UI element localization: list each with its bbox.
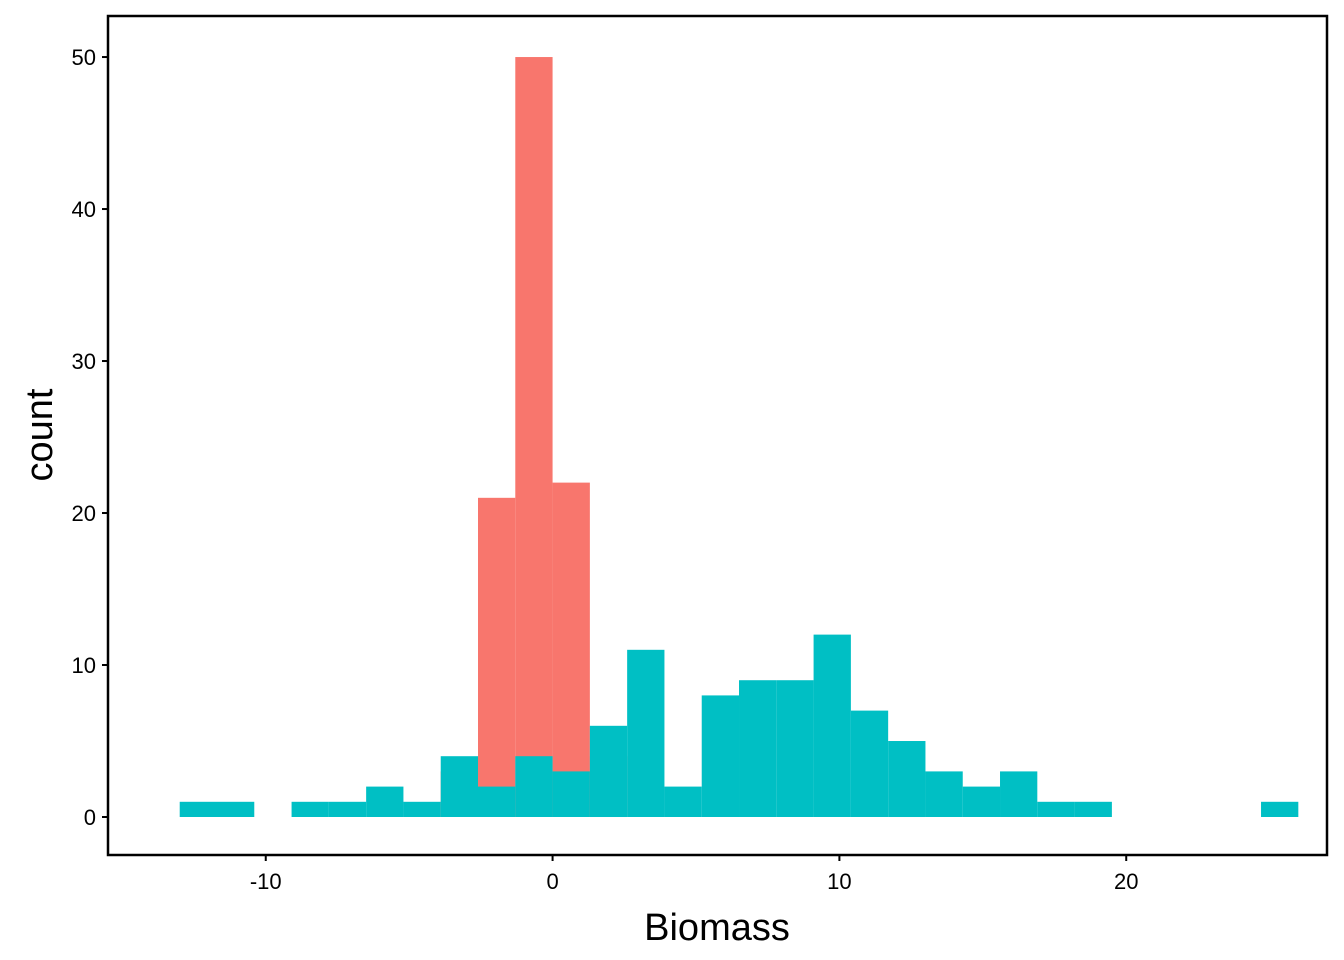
bar-series-2-3 [328,801,367,817]
bar-series-2-0 [179,801,217,817]
bar-series-1-3 [552,482,590,817]
bar-series-2-20 [962,786,1001,817]
bar-series-2-19 [925,771,963,817]
bar-series-2-22 [1037,801,1075,817]
bars-layer [179,57,1299,818]
bar-series-1-2 [515,57,553,818]
bar-series-2-4 [366,786,404,817]
x-tick-label-0: -10 [250,869,282,894]
bar-series-2-21 [1000,771,1038,817]
x-axis-ticks: -10 0 10 20 [250,855,1138,894]
bar-series-2-8 [515,756,553,817]
x-tick-label-2: 10 [827,869,851,894]
bar-series-2-11 [627,649,665,817]
bar-series-2-16 [813,634,851,817]
bar-series-2-6 [440,756,479,817]
y-tick-label-2: 20 [72,501,96,526]
x-axis-title: Biomass [644,907,790,949]
bar-series-2-13 [701,695,740,817]
bar-series-2-24 [1261,801,1299,817]
y-tick-label-0: 0 [84,805,96,830]
bar-series-2-2 [291,801,329,817]
y-axis-title: count [19,388,61,481]
x-tick-label-1: 0 [546,869,558,894]
x-tick-label-3: 20 [1114,869,1138,894]
bar-series-2-18 [888,741,926,818]
bar-series-2-10 [589,725,628,818]
y-tick-label-4: 40 [72,197,96,222]
y-tick-label-5: 50 [72,45,96,70]
bar-series-2-7 [478,786,516,817]
bar-series-2-5 [403,801,441,817]
y-tick-label-3: 30 [72,349,96,374]
y-axis-ticks: 0 10 20 30 40 50 [72,45,108,830]
bar-series-2-1 [216,801,255,817]
bar-series-2-17 [850,710,889,817]
bar-series-2-23 [1074,801,1112,817]
y-tick-label-1: 10 [72,653,96,678]
bar-series-2-14 [739,680,777,817]
bar-series-2-12 [664,786,702,817]
bar-series-2-15 [776,680,814,817]
bar-series-2-9 [552,771,590,817]
bar-series-1-1 [478,497,516,817]
